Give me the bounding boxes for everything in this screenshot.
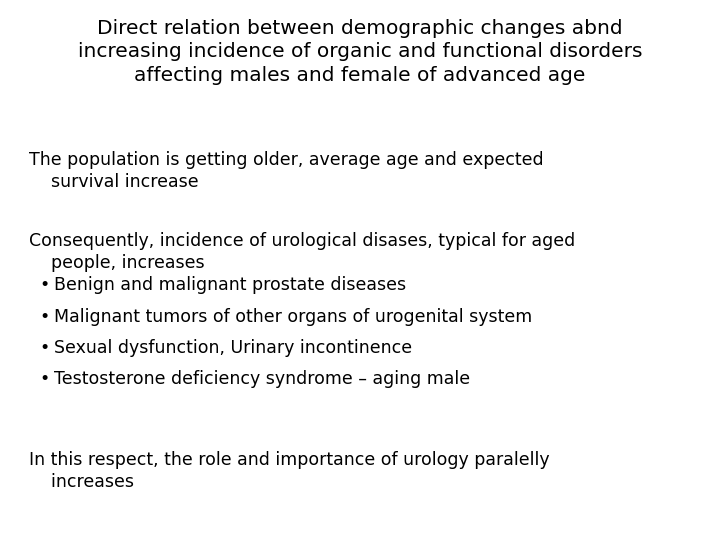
Text: The population is getting older, average age and expected
    survival increase: The population is getting older, average… [29,151,544,191]
Text: In this respect, the role and importance of urology paralelly
    increases: In this respect, the role and importance… [29,451,549,491]
Text: Benign and malignant prostate diseases: Benign and malignant prostate diseases [54,276,406,294]
Text: Malignant tumors of other organs of urogenital system: Malignant tumors of other organs of urog… [54,308,532,326]
Text: Sexual dysfunction, Urinary incontinence: Sexual dysfunction, Urinary incontinence [54,339,412,357]
Text: •: • [40,308,50,326]
Text: •: • [40,276,50,294]
Text: Direct relation between demographic changes abnd
increasing incidence of organic: Direct relation between demographic chan… [78,19,642,85]
Text: •: • [40,370,50,388]
Text: Consequently, incidence of urological disases, typical for aged
    people, incr: Consequently, incidence of urological di… [29,232,575,272]
Text: •: • [40,339,50,357]
Text: Testosterone deficiency syndrome – aging male: Testosterone deficiency syndrome – aging… [54,370,470,388]
